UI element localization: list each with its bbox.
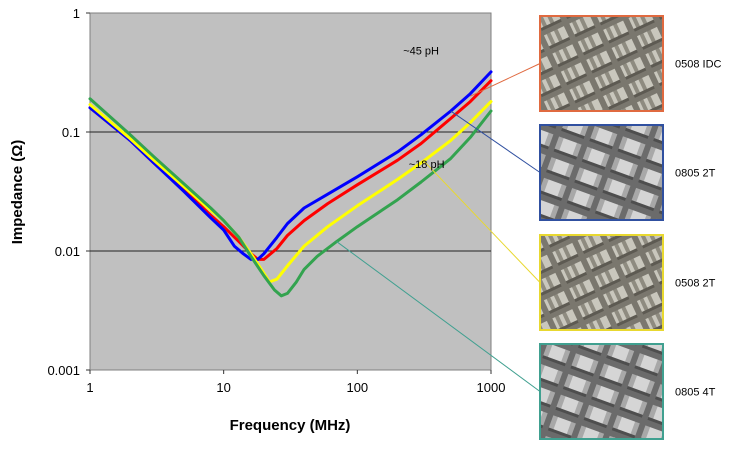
legend-image-0508-2t bbox=[539, 234, 664, 331]
x-tick-label: 100 bbox=[346, 380, 368, 395]
x-tick-label: 1 bbox=[86, 380, 93, 395]
y-axis-title: Impedance (Ω) bbox=[9, 140, 26, 245]
y-tick-label: 0.001 bbox=[47, 363, 80, 378]
x-tick-label: 10 bbox=[216, 380, 230, 395]
legend-connector-0805-4t bbox=[336, 241, 541, 392]
legend-image-0508-idc bbox=[539, 15, 664, 112]
series-line-0508-2t bbox=[88, 100, 493, 284]
legend-image-0805-2t bbox=[539, 124, 664, 221]
y-tick-label: 1 bbox=[73, 6, 80, 21]
y-tick-label: 0.01 bbox=[55, 244, 80, 259]
legend-connector-0508-2t bbox=[422, 159, 541, 283]
series-group bbox=[88, 70, 493, 298]
y-tick-label: 0.1 bbox=[62, 125, 80, 140]
plot-area bbox=[89, 12, 492, 371]
series-line-0805-2t bbox=[88, 70, 493, 261]
tick-labels: 1 10 100 1000 0.001 0.01 0.1 1 bbox=[47, 6, 505, 395]
legend-connectors bbox=[336, 63, 541, 392]
legend-label-0805-2t: 0805 2T bbox=[675, 168, 716, 180]
annotation-label: ~45 pH bbox=[403, 45, 439, 57]
legend-label-0805-4t: 0805 4T bbox=[675, 387, 716, 399]
legend-image-0805-4t bbox=[539, 343, 664, 440]
annotation-label: ~18 pH bbox=[409, 159, 445, 171]
legend-label-0508-2t: 0508 2T bbox=[675, 278, 716, 290]
series-line-0805-4t bbox=[88, 97, 493, 298]
legend-connector-0805-2t bbox=[450, 110, 541, 173]
legend-images: 0508 IDC 0805 2T 0508 2T 0805 4T bbox=[539, 15, 722, 440]
legend-label-0508-idc: 0508 IDC bbox=[675, 59, 722, 71]
x-tick-label: 1000 bbox=[477, 380, 506, 395]
x-axis-title: Frequency (MHz) bbox=[230, 417, 351, 434]
annotations: ~45 pH ~18 pH bbox=[403, 45, 444, 171]
legend-connector-0508-idc bbox=[470, 63, 541, 97]
